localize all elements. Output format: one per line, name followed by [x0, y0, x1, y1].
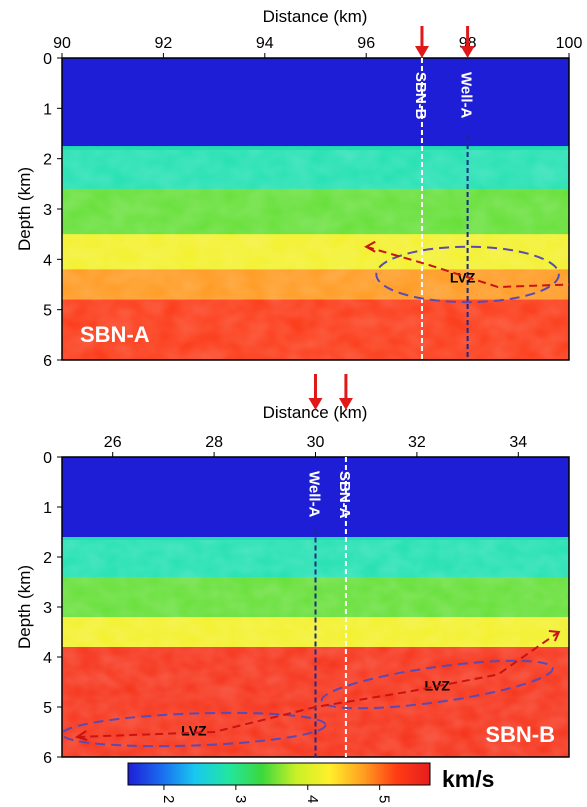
y-tick-label: 4 [43, 650, 52, 667]
y-tick-label: 3 [43, 600, 52, 617]
y-tick-label: 0 [43, 450, 52, 467]
well-label: SBN-B [412, 72, 429, 120]
x-tick-label: 94 [256, 35, 274, 52]
lvz-trend-arrowhead [364, 240, 376, 253]
panel-a-axes: 90929496981000123456 [43, 35, 582, 370]
lvz-label: LVZ [450, 269, 476, 285]
x-tick-label: 92 [155, 35, 173, 52]
colorbar-tick-label: 2 [160, 795, 177, 803]
colorbar-unit-label: km/s [442, 766, 494, 792]
well-arrow-head [414, 46, 429, 58]
panel-b-x-axis-label: Distance (km) [263, 403, 368, 422]
well-arrow-head [460, 46, 475, 58]
y-tick-label: 6 [43, 353, 52, 370]
y-tick-label: 1 [43, 101, 52, 118]
panel-b-label: SBN-B [485, 722, 555, 747]
lvz-trend-line [77, 631, 560, 738]
well-arrows [308, 26, 475, 410]
lvz-trend-line [365, 245, 569, 289]
well-label: Well-A [306, 471, 323, 518]
x-tick-label: 96 [357, 35, 375, 52]
x-tick-label: 28 [205, 434, 223, 451]
y-tick-label: 2 [43, 550, 52, 567]
colorbar-ticks: 2 3 4 5 [160, 785, 393, 803]
y-tick-label: 2 [43, 152, 52, 169]
velocity-layer [62, 457, 569, 538]
y-tick-label: 5 [43, 303, 52, 320]
lvz-trend-arrowhead [74, 730, 88, 741]
lvz-ellipse [320, 659, 554, 710]
lvz-ellipse [375, 245, 560, 304]
panel-a-y-axis-label: Depth (km) [15, 167, 34, 251]
panel-a-overlay: LVZ [364, 58, 569, 360]
panel-a-texture [62, 150, 569, 360]
x-tick-label: 32 [408, 434, 426, 451]
colorbar-tick-label: 5 [376, 795, 393, 803]
well-label: Well-A [458, 72, 475, 119]
well-label: SBN-A [336, 471, 353, 519]
y-tick-label: 4 [43, 252, 52, 269]
colorbar: 2 3 4 5 km/s [127, 762, 494, 803]
colorbar-gradient [127, 762, 431, 786]
y-tick-label: 3 [43, 202, 52, 219]
well-arrow-head [308, 398, 323, 410]
x-tick-label: 34 [509, 434, 527, 451]
lvz-ellipse [62, 711, 327, 748]
panel-a-label: SBN-A [80, 322, 150, 347]
lvz-trend-arrowhead [548, 630, 561, 642]
y-tick-label: 5 [43, 700, 52, 717]
lvz-label: LVZ [181, 723, 207, 739]
y-tick-label: 0 [43, 51, 52, 68]
x-tick-label: 100 [556, 35, 583, 52]
panel-b-texture [62, 540, 569, 757]
x-tick-label: 90 [53, 35, 71, 52]
y-tick-label: 1 [43, 500, 52, 517]
panel-a-x-axis-label: Distance (km) [263, 7, 368, 26]
y-tick-label: 6 [43, 750, 52, 767]
well-arrow-head [338, 398, 353, 410]
colorbar-tick-label: 3 [232, 795, 249, 803]
x-tick-label: 30 [307, 434, 325, 451]
velocity-layer [62, 58, 569, 147]
panel-b-y-axis-label: Depth (km) [15, 565, 34, 649]
colorbar-tick-label: 4 [304, 795, 321, 803]
panel-a-well-labels: SBN-B Well-A [412, 72, 475, 120]
panel-b-well-labels: Well-A SBN-A [306, 471, 353, 519]
x-tick-label: 26 [104, 434, 122, 451]
